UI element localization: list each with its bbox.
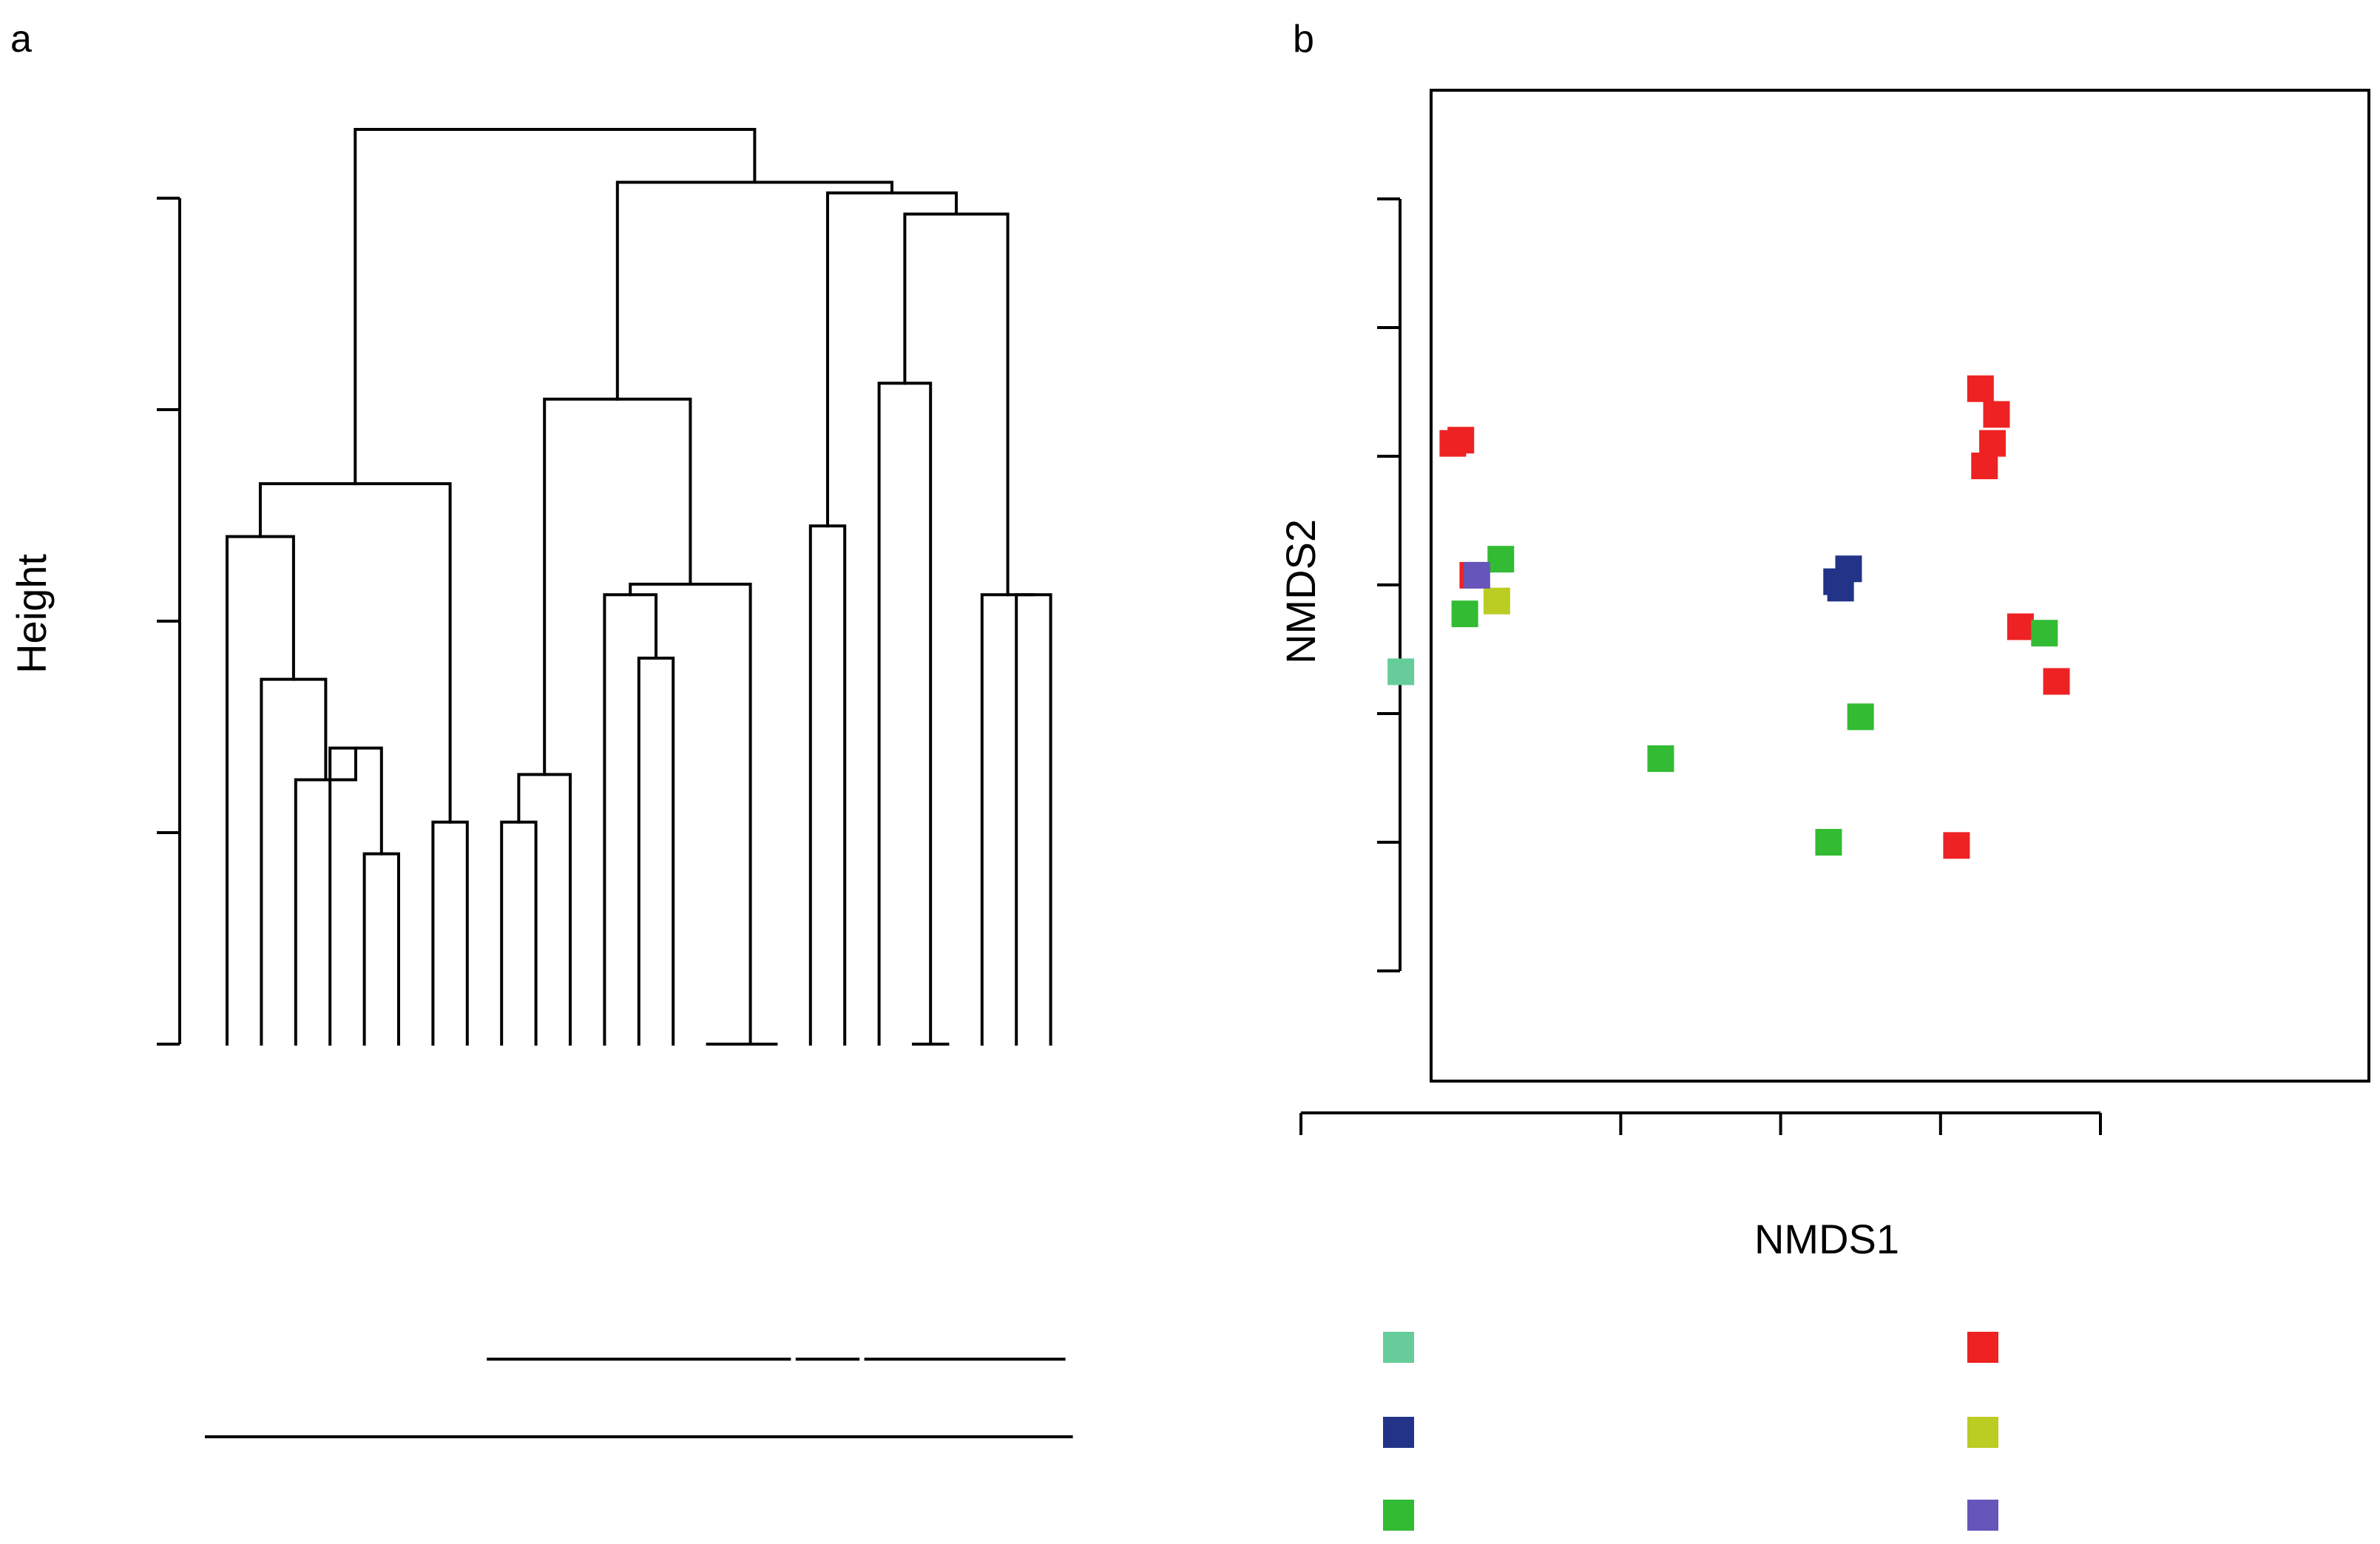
nmds-legend-swatch: [1383, 1417, 1414, 1448]
dendrogram-y-axis-label: Height: [8, 554, 55, 674]
nmds-point: [1967, 375, 1994, 402]
nmds-plot-frame: [1430, 89, 2370, 1083]
nmds-point: [1483, 587, 1510, 614]
nmds-point: [1447, 427, 1475, 454]
dendrogram-merge-link: [980, 593, 1035, 1046]
nmds-legend-swatch: [1967, 1332, 1998, 1363]
nmds-x-axis-label: NMDS1: [1754, 1216, 1899, 1262]
nmds-point: [1487, 546, 1515, 573]
nmds-point: [1815, 829, 1842, 856]
nmds-point: [2007, 613, 2034, 640]
nmds-point: [1847, 703, 1874, 731]
dendrogram-y-axis: [157, 197, 181, 1046]
nmds-point: [1943, 832, 1970, 859]
nmds-legend: [1383, 1332, 1998, 1531]
dendrogram-panel: a Height: [8, 18, 1073, 1438]
panel-a-label: a: [10, 18, 32, 61]
dendrogram-tree: [226, 128, 1052, 1046]
nmds-points: [1387, 375, 2070, 859]
nmds-point: [1979, 430, 2007, 457]
nmds-point: [1647, 745, 1674, 772]
nmds-y-axis-label: NMDS2: [1277, 519, 1324, 664]
nmds-point: [2043, 668, 2070, 695]
panel-b-label: b: [1293, 18, 1314, 61]
nmds-point: [1971, 453, 1998, 480]
dendrogram-group-bars: [205, 1358, 1073, 1438]
dendrogram-merge-link: [354, 128, 757, 486]
nmds-legend-swatch: [1383, 1500, 1414, 1531]
nmds-legend-swatch: [1383, 1332, 1414, 1363]
nmds-point: [1451, 600, 1478, 628]
nmds-legend-swatch: [1967, 1417, 1998, 1448]
nmds-panel: b NMDS1 NMDS2: [1277, 18, 2370, 1531]
nmds-point: [1387, 658, 1415, 685]
nmds-point: [1823, 568, 1850, 595]
nmds-axes: [1299, 197, 2102, 1135]
nmds-legend-swatch: [1967, 1500, 1998, 1531]
nmds-point: [2031, 620, 2058, 647]
nmds-point: [1983, 401, 2010, 428]
nmds-point: [1463, 561, 1490, 589]
